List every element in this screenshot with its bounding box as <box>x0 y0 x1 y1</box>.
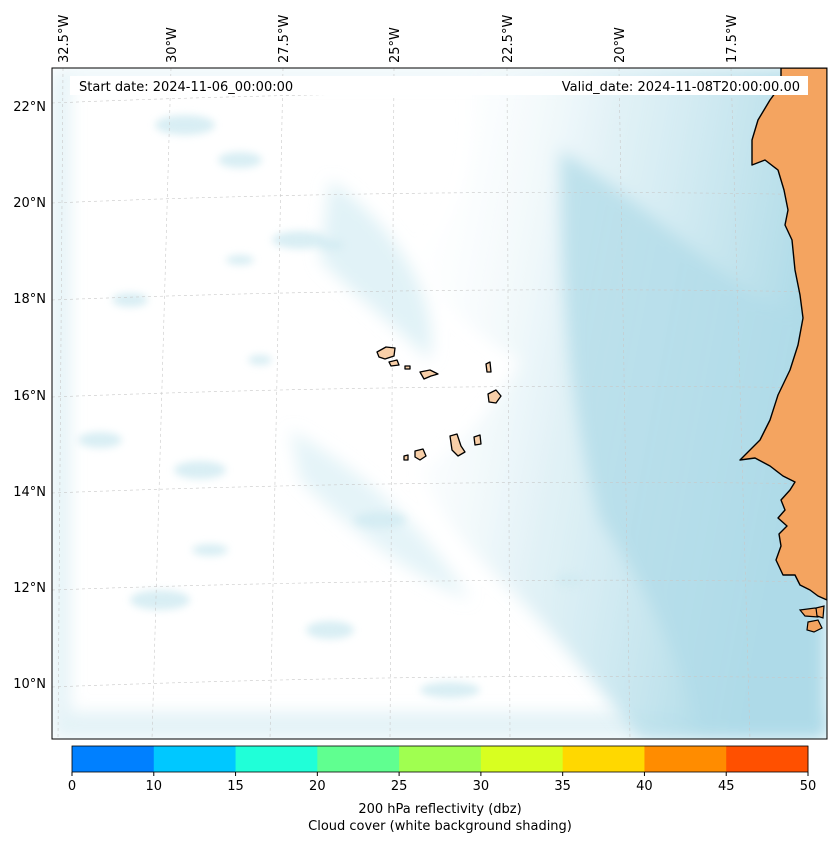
colorbar-segment <box>480 746 564 772</box>
colorbar-label: 200 hPa reflectivity (dbz) <box>358 802 521 817</box>
colorbar-tick-label: 0 <box>68 779 76 794</box>
colorbar-segment <box>153 746 237 772</box>
colorbar-tick-label: 10 <box>146 779 163 794</box>
lat-label-10n: 10°N <box>13 677 46 692</box>
colorbar: 0 10 15 20 25 30 35 40 45 50 <box>68 745 817 794</box>
colorbar-tick-label: 30 <box>473 779 490 794</box>
island-sao-vicente <box>388 359 400 367</box>
lat-label-20n: 20°N <box>13 196 46 211</box>
lon-label-27-5w: 27.5°W <box>277 15 292 63</box>
island-santiago <box>449 433 466 457</box>
lon-label-30w: 30°W <box>165 27 180 63</box>
island-brava <box>403 454 409 461</box>
lon-label-25w: 25°W <box>388 27 403 63</box>
island-boa-vista <box>487 389 502 404</box>
island-santo-antao <box>376 346 396 360</box>
gridlines <box>52 68 827 739</box>
cloud-band <box>290 68 827 739</box>
lon-label-22-5w: 22.5°W <box>501 15 516 63</box>
island-sao-nicolau <box>419 369 439 380</box>
colorbar-segment <box>644 746 727 772</box>
date-banner <box>70 76 808 95</box>
lat-label-14n: 14°N <box>13 485 46 500</box>
island-maio <box>473 434 482 446</box>
colorbar-segment <box>317 746 400 772</box>
colorbar-tick-label: 20 <box>309 779 326 794</box>
colorbar-segment <box>562 746 645 772</box>
lon-label-20w: 20°W <box>613 27 628 63</box>
colorbar-tick-label: 40 <box>636 779 653 794</box>
island-fogo <box>414 448 427 461</box>
lat-label-16n: 16°N <box>13 389 46 404</box>
colorbar-frame <box>71 745 809 773</box>
cape-verde-islands <box>376 346 502 461</box>
colorbar-segment <box>235 746 318 772</box>
colorbar-segment <box>72 746 155 772</box>
map-panel <box>52 68 827 739</box>
longitude-labels: 32.5°W 30°W 27.5°W 25°W 22.5°W 20°W 17.5… <box>57 15 740 63</box>
colorbar-tick-label: 45 <box>718 779 735 794</box>
colorbar-sublabel: Cloud cover (white background shading) <box>308 819 572 834</box>
lat-label-18n: 18°N <box>13 292 46 307</box>
latitude-labels: 22°N 20°N 18°N 16°N 14°N 12°N 10°N <box>13 100 46 692</box>
colorbar-tick-label: 25 <box>391 779 408 794</box>
colorbar-tick-label: 35 <box>554 779 571 794</box>
valid-date-label: Valid_date: 2024-11-08T20:00:00.00 <box>562 80 800 95</box>
colorbar-tick-label: 15 <box>227 779 244 794</box>
african-coastline <box>739 68 827 633</box>
lon-label-17-5w: 17.5°W <box>725 15 740 63</box>
island-santa-luzia <box>404 365 411 370</box>
start-date-label: Start date: 2024-11-06_00:00:00 <box>79 80 293 95</box>
map-frame <box>51 67 828 740</box>
colorbar-segment <box>726 746 809 772</box>
island-sal <box>485 361 492 373</box>
cloud-patches <box>78 115 584 698</box>
colorbar-tick-label: 50 <box>800 779 817 794</box>
lat-label-12n: 12°N <box>13 581 46 596</box>
lon-label-32-5w: 32.5°W <box>57 15 72 63</box>
lat-label-22n: 22°N <box>13 100 46 115</box>
colorbar-segment <box>399 746 482 772</box>
